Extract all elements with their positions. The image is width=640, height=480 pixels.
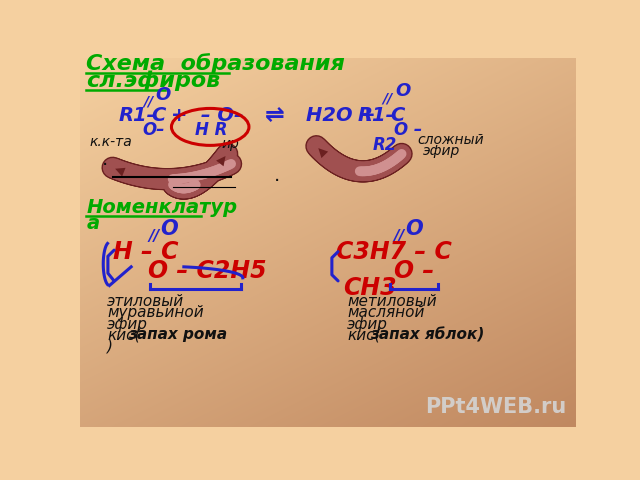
Text: H – C: H – C [113, 240, 178, 264]
Text: //: // [148, 229, 159, 244]
Text: Номенклатур: Номенклатур [86, 198, 237, 217]
Text: CH3: CH3 [344, 276, 397, 300]
Text: запах яблок): запах яблок) [370, 327, 484, 342]
Text: +  – O–: + – O– [172, 106, 244, 125]
Text: ⇌: ⇌ [264, 103, 284, 127]
Text: масляной: масляной [348, 305, 425, 320]
Text: запах рома: запах рома [128, 327, 227, 342]
Text: //: // [143, 95, 154, 108]
Text: метиловый: метиловый [348, 294, 437, 309]
Text: кис(: кис( [107, 327, 141, 342]
Text: O – C2H5: O – C2H5 [148, 259, 267, 283]
Text: O: O [396, 82, 411, 100]
Text: O –: O – [394, 120, 422, 139]
Text: O: O [155, 86, 170, 104]
Text: //: // [382, 91, 392, 105]
Text: .: . [274, 166, 280, 185]
Text: сложный: сложный [417, 133, 484, 147]
Text: O: O [160, 219, 177, 239]
Text: H R: H R [195, 120, 227, 139]
Text: этиловый: этиловый [107, 294, 184, 309]
Text: R1–: R1– [119, 106, 157, 125]
Text: Схема  образования: Схема образования [86, 53, 345, 74]
Text: ): ) [107, 339, 113, 354]
Text: C: C [151, 106, 166, 125]
Text: эфир: эфир [348, 317, 388, 332]
Text: C3H7 – C: C3H7 – C [336, 240, 452, 264]
Text: R1–: R1– [358, 106, 396, 125]
Text: O –: O – [394, 259, 434, 283]
Text: //: // [394, 229, 405, 244]
Text: O: O [406, 219, 423, 239]
Text: эфир: эфир [423, 144, 461, 157]
Text: муравьиной: муравьиной [107, 305, 204, 320]
Text: а: а [86, 214, 99, 232]
Text: кис(: кис( [348, 327, 381, 342]
Text: H2O +: H2O + [307, 106, 376, 125]
Text: эфир: эфир [107, 317, 148, 332]
Text: .: . [102, 150, 108, 169]
Text: PPt4WEB.ru: PPt4WEB.ru [425, 397, 566, 417]
Text: ир: ир [222, 137, 239, 152]
Text: O–: O– [142, 120, 164, 139]
Text: C: C [390, 106, 404, 125]
Text: сл.эфиров: сл.эфиров [86, 71, 220, 91]
Text: к.к-та: к.к-та [90, 135, 132, 149]
Text: R2: R2 [373, 136, 397, 154]
